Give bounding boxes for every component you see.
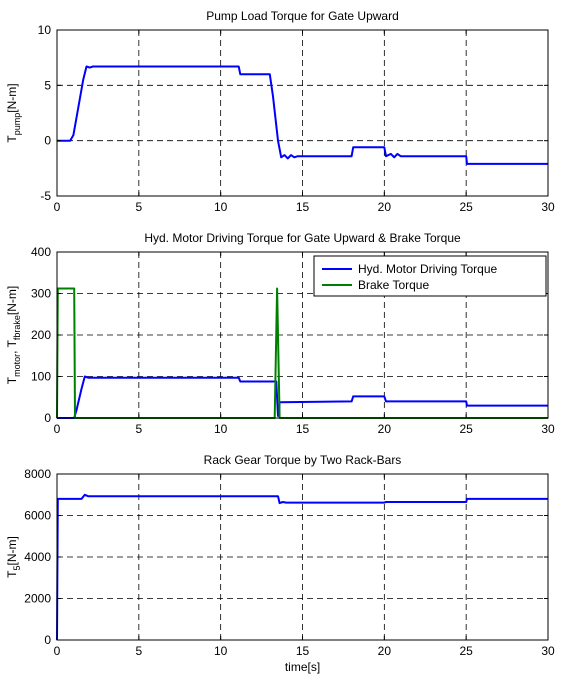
x-tick-label: 15 <box>296 644 310 658</box>
chart-title: Hyd. Motor Driving Torque for Gate Upwar… <box>144 231 461 245</box>
chart-panel-3: 0 5 10 15 20 25 30 0 2000 4000 6000 8000 Rack Gear T… <box>5 453 555 674</box>
legend-label: Hyd. Motor Driving Torque <box>358 262 497 276</box>
x-tick-label: 20 <box>378 200 392 214</box>
y-tick-label: 2000 <box>24 592 51 606</box>
y-tick-label: 8000 <box>24 467 51 481</box>
y-tick-label: 200 <box>31 328 51 342</box>
x-tick-label: 0 <box>54 200 61 214</box>
y-tick-label: 0 <box>44 134 51 148</box>
x-tick-label: 30 <box>541 644 555 658</box>
y-tick-label: 10 <box>38 23 52 37</box>
series-line-1 <box>57 65 548 165</box>
y-tick-label: 6000 <box>24 509 51 523</box>
x-tick-label: 10 <box>214 422 228 436</box>
legend-box <box>313 255 547 297</box>
legend-label: Brake Torque <box>358 278 429 292</box>
y-axis-label: Tmotor, Tfbrake[N-m] <box>5 286 22 384</box>
x-tick-label: 5 <box>135 644 142 658</box>
x-tick-label: 25 <box>459 422 473 436</box>
y-tick-label: 0 <box>44 633 51 647</box>
x-tick-label: 10 <box>214 644 228 658</box>
x-tick-label: 0 <box>54 644 61 658</box>
x-tick-label: 10 <box>214 200 228 214</box>
x-tick-label: 25 <box>459 200 473 214</box>
x-tick-label: 25 <box>459 644 473 658</box>
y-axis-label: Tpump[N-m] <box>5 83 22 142</box>
x-axis-label: time[s] <box>285 660 320 674</box>
y-tick-label: 5 <box>44 78 51 92</box>
chart-title: Pump Load Torque for Gate Upward <box>206 9 399 23</box>
y-tick-label: 400 <box>31 245 51 259</box>
x-tick-label: 15 <box>296 422 310 436</box>
y-axis-label: T5[N-m] <box>5 536 22 578</box>
x-tick-label: 15 <box>296 200 310 214</box>
x-tick-label: 0 <box>54 422 61 436</box>
x-tick-label: 20 <box>378 422 392 436</box>
y-tick-label: -5 <box>40 189 51 203</box>
x-tick-label: 30 <box>541 200 555 214</box>
chart-title: Rack Gear Torque by Two Rack-Bars <box>204 453 402 467</box>
series-line-1 <box>56 493 548 641</box>
x-tick-label: 5 <box>135 422 142 436</box>
legend: Hyd. Motor Driving Torque Brake Torque <box>313 255 547 297</box>
y-tick-label: 100 <box>31 370 51 384</box>
y-tick-label: 300 <box>31 287 51 301</box>
x-tick-label: 20 <box>378 644 392 658</box>
x-tick-label: 5 <box>135 200 142 214</box>
x-tick-label: 30 <box>541 422 555 436</box>
y-tick-label: 4000 <box>24 550 51 564</box>
y-tick-label: 0 <box>44 411 51 425</box>
